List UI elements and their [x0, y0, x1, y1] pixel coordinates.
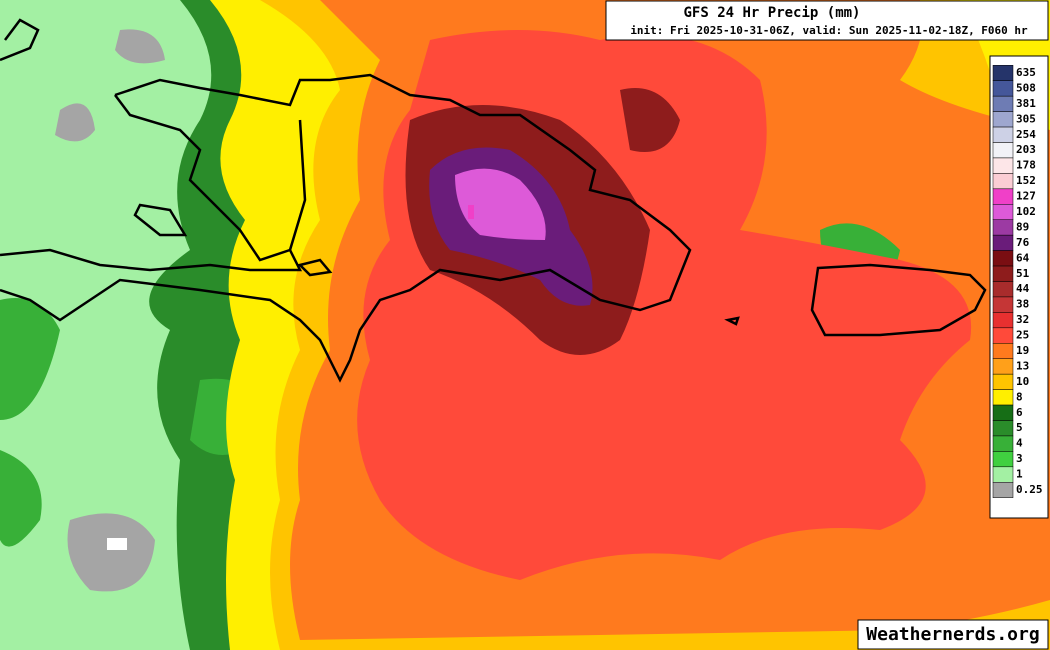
legend-label: 51: [1016, 267, 1030, 280]
legend-swatch: [992, 420, 1014, 437]
legend-swatch: [992, 389, 1014, 406]
legend-label: 1: [1016, 468, 1023, 481]
legend-swatch: [992, 142, 1014, 159]
legend-label: 19: [1016, 344, 1029, 357]
legend-swatch: [992, 281, 1014, 298]
legend-swatch: [992, 80, 1014, 97]
subtitle: init: Fri 2025-10-31-06Z, valid: Sun 202…: [630, 24, 1028, 37]
legend-swatch: [992, 373, 1014, 390]
legend-swatch: [992, 312, 1014, 329]
legend-label: 64: [1016, 251, 1030, 264]
coast: [288, 119, 307, 251]
legend-label: 13: [1016, 359, 1029, 372]
legend-label: 5: [1016, 421, 1023, 434]
legend-swatch: [992, 358, 1014, 375]
legend-swatch: [992, 296, 1014, 313]
legend-swatch: [992, 188, 1014, 205]
field-magenta: [468, 205, 474, 219]
legend-label: 508: [1016, 81, 1036, 94]
legend-label: 32: [1016, 313, 1029, 326]
title: GFS 24 Hr Precip (mm): [683, 5, 860, 21]
field-green: [0, 298, 262, 547]
legend-swatch: [992, 204, 1014, 220]
legend-swatch: [992, 111, 1014, 128]
legend-swatch: [992, 65, 1014, 81]
legend-label: 3: [1016, 452, 1023, 465]
coast: [0, 18, 40, 62]
legend-label: 102: [1016, 205, 1036, 218]
legend-label: 89: [1016, 220, 1029, 233]
legend-label: 8: [1016, 390, 1023, 403]
legend-label: 203: [1016, 143, 1036, 156]
legend-label: 38: [1016, 298, 1029, 311]
legend-swatch: [992, 234, 1014, 251]
legend-label: 127: [1016, 190, 1036, 203]
legend-swatch: [992, 250, 1014, 267]
legend-label: 305: [1016, 112, 1036, 125]
coast: [133, 203, 188, 237]
coastlines: [0, 18, 987, 383]
coast: [724, 316, 740, 326]
legend-swatch: [992, 157, 1014, 174]
field-white: [107, 538, 127, 550]
legend-label: 178: [1016, 159, 1036, 172]
legend-label: 381: [1016, 97, 1036, 110]
coast: [0, 94, 303, 272]
legend-swatch: [992, 466, 1014, 483]
legend-swatch: [992, 95, 1014, 112]
legend-swatch: [992, 435, 1014, 452]
legend-label: 44: [1016, 282, 1030, 295]
field-pink: [455, 168, 546, 240]
legend-swatch: [992, 482, 1014, 498]
legend-label: 0.25: [1016, 483, 1043, 496]
legend-swatch: [992, 404, 1014, 421]
legend-label: 25: [1016, 329, 1029, 342]
legend-swatch: [992, 451, 1014, 468]
coast: [297, 258, 333, 277]
coast: [0, 73, 692, 383]
legend-swatch: [992, 173, 1014, 190]
legend-label: 6: [1016, 406, 1023, 419]
legend-swatch: [992, 327, 1014, 344]
coast: [810, 263, 987, 337]
legend-label: 10: [1016, 375, 1029, 388]
legend-label: 635: [1016, 66, 1036, 79]
title-box: [605, 0, 1049, 41]
legend-swatch: [992, 343, 1014, 359]
legend-label: 4: [1016, 437, 1023, 450]
legend-label: 152: [1016, 174, 1036, 187]
legend-swatch: [992, 219, 1014, 236]
watermark-box: [857, 619, 1049, 650]
legend: 6355083813052542031781521271028976645144…: [992, 65, 1043, 498]
legend-swatch: [992, 126, 1014, 143]
watermark: Weathernerds.org: [866, 624, 1039, 645]
legend-label: 76: [1016, 236, 1030, 249]
legend-label: 254: [1016, 128, 1036, 141]
legend-swatch: [992, 265, 1014, 282]
